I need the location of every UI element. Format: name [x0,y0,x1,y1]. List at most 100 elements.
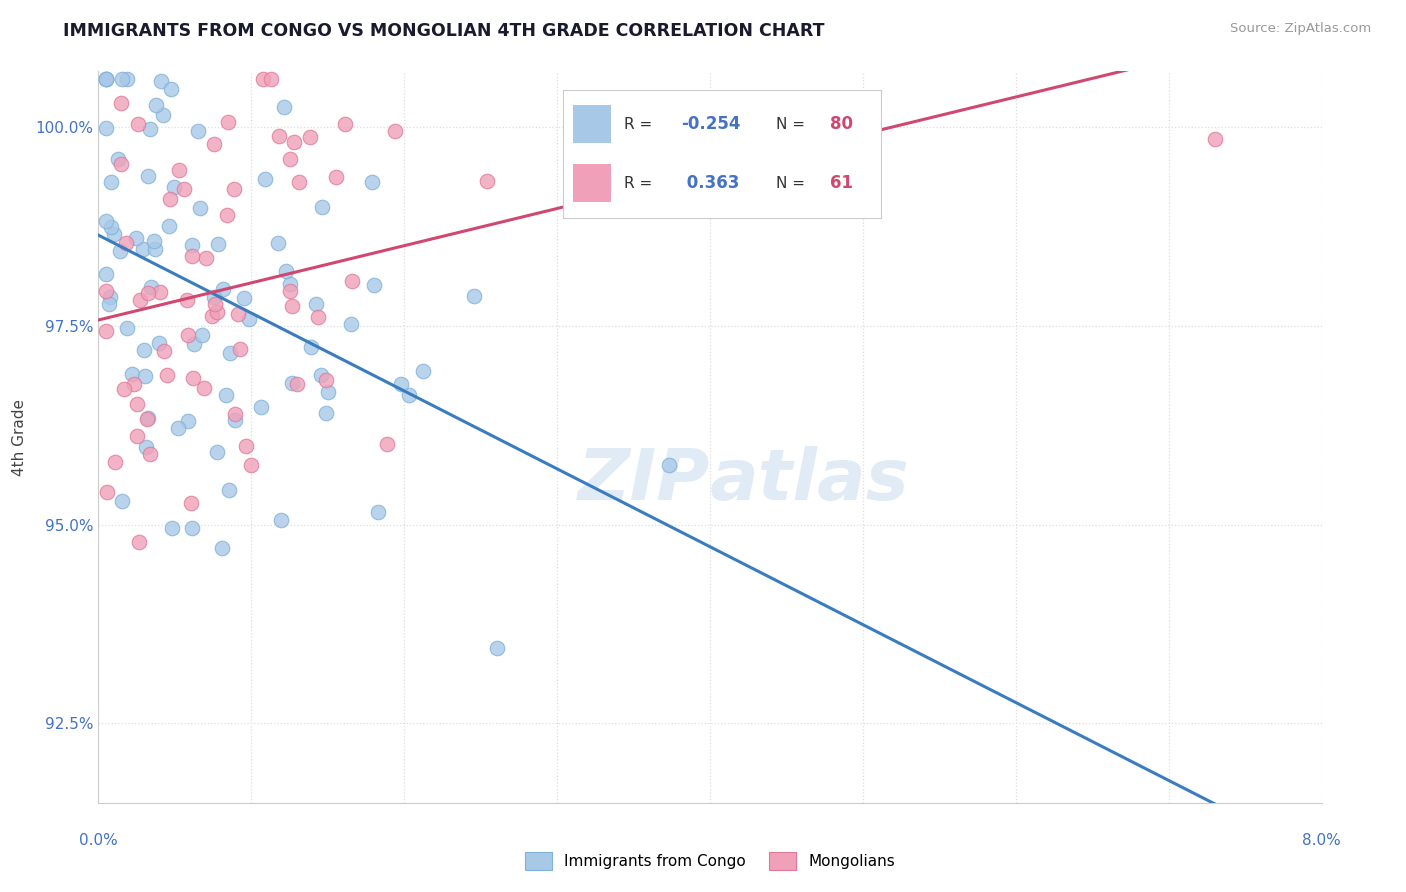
Point [204,297,226,311]
Point [309,368,332,383]
Point [145,97,167,112]
Point [159,192,181,206]
Point [340,274,363,288]
Point [391,376,413,391]
Point [94,72,117,87]
Point [398,388,420,402]
Point [215,208,238,222]
Point [100,175,122,189]
Point [238,311,260,326]
Point [202,137,225,152]
Point [132,242,155,256]
Point [152,108,174,122]
Point [218,483,240,498]
Point [176,293,198,307]
Point [139,447,162,461]
Text: atlas: atlas [710,447,910,516]
Point [96,484,118,499]
Point [152,343,174,358]
Point [311,200,333,214]
Point [267,236,290,251]
Point [205,445,228,459]
Point [108,244,131,259]
Point [307,310,329,324]
Point [187,123,209,137]
Point [193,380,215,394]
Point [270,512,292,526]
Point [94,325,117,339]
Point [188,202,211,216]
Point [122,377,145,392]
Point [121,367,143,381]
Point [136,411,159,425]
Y-axis label: 4th Grade: 4th Grade [13,399,27,475]
Point [253,172,276,186]
Point [226,307,249,321]
Point [127,397,149,411]
Point [315,373,337,387]
Point [299,340,322,354]
Point [138,121,160,136]
Point [219,346,242,360]
Point [94,214,117,228]
Point [315,406,337,420]
Point [335,117,357,131]
Point [211,541,233,555]
Point [250,401,273,415]
Text: ZIP: ZIP [578,447,710,516]
Point [384,124,406,138]
Point [375,437,398,451]
Point [180,238,202,252]
Point [202,290,225,304]
Point [477,173,499,187]
Point [149,285,172,300]
Text: 0.0%: 0.0% [79,833,118,848]
Point [177,327,200,342]
Point [305,297,328,311]
Point [94,267,117,281]
Point [142,234,165,248]
Point [115,235,138,250]
Point [132,343,155,357]
Point [139,280,162,294]
Point [252,72,274,87]
Point [127,117,149,131]
Point [103,227,125,242]
Point [183,371,205,385]
Point [316,385,339,400]
Point [166,421,188,435]
Point [278,284,301,298]
Point [190,328,212,343]
Point [111,494,134,508]
Point [212,282,235,296]
Point [148,336,170,351]
Point [201,309,224,323]
Point [103,455,125,469]
Point [111,72,134,87]
Point [100,289,122,303]
Point [194,251,217,265]
Point [224,408,246,422]
Point [280,376,302,390]
Point [94,121,117,136]
Point [260,72,283,87]
Point [135,440,157,454]
Point [134,369,156,384]
Point [361,175,384,189]
Point [150,73,173,87]
Point [94,72,117,87]
Point [143,242,166,256]
Point [112,382,135,396]
Point [135,411,157,425]
Point [205,305,228,319]
Point [288,175,311,189]
Point [167,163,190,178]
Point [180,496,202,510]
Point [181,249,204,263]
Point [107,152,129,166]
Point [207,236,229,251]
Point [177,414,200,428]
Point [463,289,485,303]
Point [281,299,304,313]
Point [224,413,246,427]
